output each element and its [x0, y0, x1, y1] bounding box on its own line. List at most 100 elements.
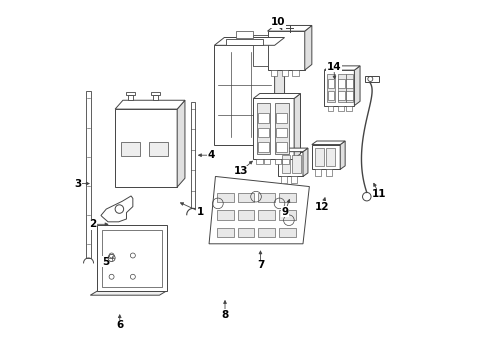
- Bar: [278, 152, 303, 176]
- Text: 8: 8: [221, 310, 228, 320]
- Polygon shape: [303, 148, 307, 176]
- Bar: [256, 103, 270, 154]
- Bar: [324, 70, 354, 105]
- Polygon shape: [267, 26, 311, 31]
- Polygon shape: [340, 141, 345, 169]
- Polygon shape: [253, 94, 300, 99]
- Bar: [253, 99, 293, 159]
- Polygon shape: [105, 251, 118, 265]
- Bar: [278, 193, 295, 202]
- Polygon shape: [97, 225, 166, 291]
- Bar: [292, 70, 298, 76]
- Polygon shape: [177, 100, 184, 187]
- Polygon shape: [115, 100, 184, 109]
- Bar: [264, 159, 270, 165]
- Bar: [314, 169, 321, 176]
- Bar: [325, 148, 334, 166]
- Bar: [226, 39, 262, 45]
- Text: 4: 4: [207, 150, 214, 160]
- Polygon shape: [274, 37, 284, 145]
- Bar: [258, 193, 275, 202]
- Bar: [327, 79, 333, 88]
- Text: 11: 11: [371, 189, 386, 199]
- Bar: [278, 228, 295, 238]
- Bar: [191, 102, 195, 208]
- Bar: [346, 91, 352, 100]
- Bar: [258, 228, 275, 238]
- Polygon shape: [354, 66, 359, 105]
- Bar: [275, 103, 288, 154]
- Text: 6: 6: [116, 320, 123, 330]
- Bar: [338, 91, 344, 100]
- Bar: [256, 159, 262, 165]
- Text: 5: 5: [102, 257, 110, 266]
- Text: 10: 10: [270, 17, 285, 27]
- Polygon shape: [90, 291, 166, 295]
- Text: 7: 7: [256, 260, 264, 270]
- Bar: [281, 155, 290, 173]
- Bar: [102, 230, 162, 287]
- Bar: [338, 105, 344, 111]
- Text: 14: 14: [326, 62, 341, 72]
- Polygon shape: [214, 37, 284, 45]
- Bar: [86, 91, 90, 258]
- Bar: [270, 70, 277, 76]
- Bar: [236, 31, 252, 37]
- Bar: [282, 159, 288, 165]
- Bar: [276, 127, 286, 138]
- Bar: [292, 155, 300, 173]
- Bar: [276, 113, 286, 123]
- Polygon shape: [311, 141, 345, 145]
- Bar: [237, 228, 254, 238]
- Bar: [216, 228, 233, 238]
- Bar: [325, 169, 332, 176]
- Bar: [152, 95, 158, 100]
- Text: 13: 13: [233, 166, 248, 176]
- Polygon shape: [101, 196, 133, 222]
- Bar: [276, 142, 286, 152]
- Bar: [258, 142, 268, 152]
- Bar: [281, 70, 287, 76]
- Polygon shape: [324, 66, 359, 70]
- Bar: [121, 142, 140, 156]
- Polygon shape: [209, 176, 309, 244]
- Bar: [274, 159, 281, 165]
- Bar: [214, 45, 274, 145]
- Bar: [216, 211, 233, 220]
- Bar: [327, 105, 333, 111]
- Bar: [278, 211, 295, 220]
- Bar: [326, 74, 334, 102]
- Bar: [364, 76, 378, 82]
- Bar: [346, 105, 351, 111]
- Bar: [290, 176, 297, 183]
- Bar: [267, 31, 304, 70]
- Polygon shape: [293, 94, 300, 159]
- Text: 2: 2: [89, 219, 96, 229]
- Bar: [345, 74, 353, 102]
- Bar: [127, 95, 133, 100]
- Bar: [311, 145, 340, 169]
- Bar: [149, 142, 167, 156]
- Text: 9: 9: [281, 207, 288, 217]
- Text: 3: 3: [74, 179, 81, 189]
- Text: 1: 1: [196, 207, 203, 217]
- Bar: [126, 93, 135, 95]
- Bar: [237, 193, 254, 202]
- Bar: [216, 193, 233, 202]
- Bar: [115, 109, 177, 187]
- Polygon shape: [278, 148, 307, 152]
- Bar: [337, 74, 345, 102]
- Bar: [253, 35, 268, 66]
- Bar: [327, 91, 333, 100]
- Bar: [315, 148, 323, 166]
- Polygon shape: [304, 26, 311, 70]
- Bar: [150, 93, 160, 95]
- Bar: [237, 211, 254, 220]
- Bar: [346, 79, 352, 88]
- Bar: [258, 127, 268, 138]
- Text: 12: 12: [315, 202, 329, 212]
- Bar: [338, 79, 344, 88]
- Bar: [281, 176, 287, 183]
- Bar: [258, 211, 275, 220]
- Bar: [258, 113, 268, 123]
